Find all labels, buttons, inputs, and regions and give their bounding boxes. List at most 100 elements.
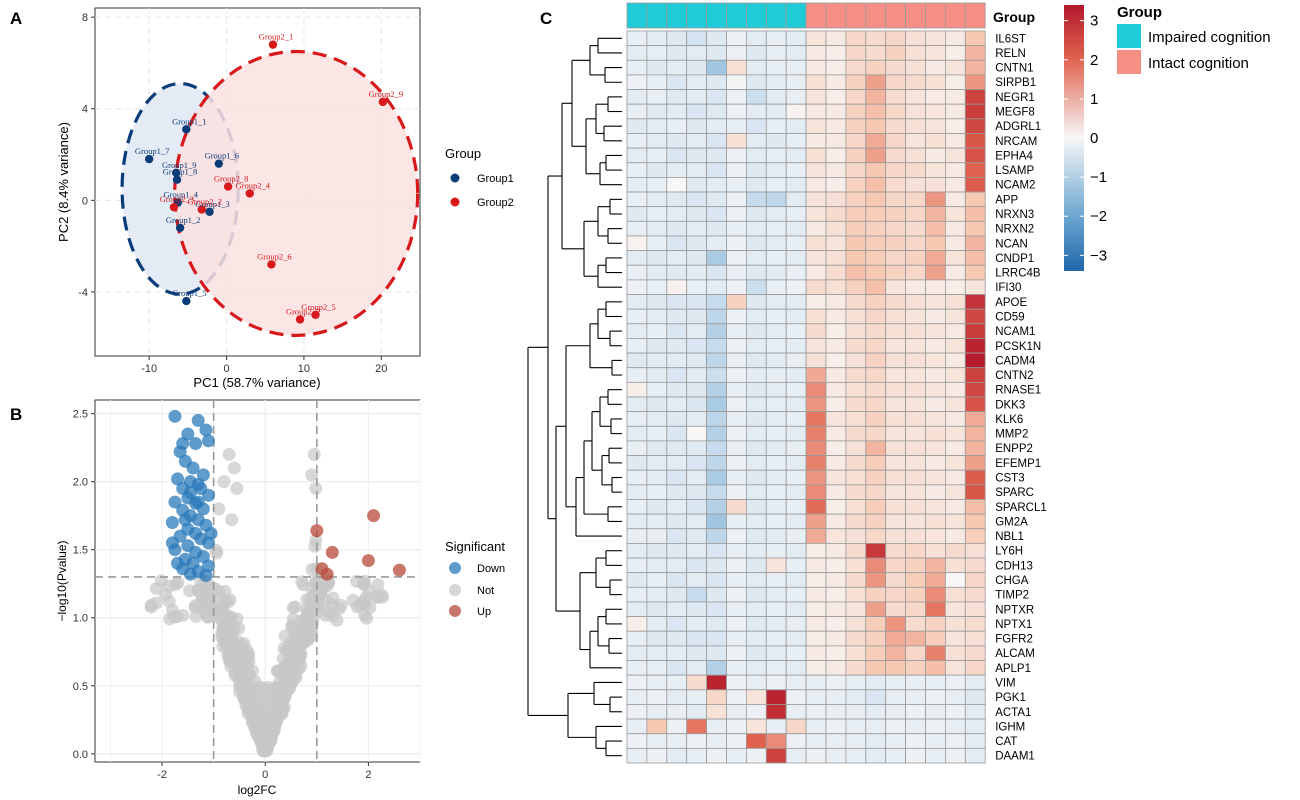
pca-point-group2-8 [223,182,233,191]
heatmap-cell [945,484,966,500]
heatmap-cell [785,616,807,632]
heatmap-cell [825,133,847,149]
heatmap-cell [825,747,847,764]
heatmap-row-label: CAT [995,736,1017,748]
volcano-up-point [392,563,406,577]
heatmap-cell [885,352,907,369]
heatmap-cell [746,586,767,603]
heatmap-cell [666,645,688,661]
heatmap-cell [905,513,926,530]
heatmap-cell [765,162,787,178]
volcano-legend-label-not: Not [477,585,494,597]
heatmap-cell [805,543,827,559]
volcano-not-point [162,594,176,608]
volcano-up-point [325,545,339,559]
heatmap-cell [706,586,727,603]
heatmap-cell [845,59,867,76]
heatmap-cell [805,704,827,720]
heatmap-cell [785,645,807,661]
heatmap-row-label: ADGRL1 [995,121,1041,133]
heatmap-cell [964,367,986,383]
volcano-not-point [288,643,302,657]
heatmap-cell [686,718,708,735]
volcano-x-axis-label: log2FC [238,783,277,797]
heatmap-cell [964,455,986,471]
heatmap-row-label: IGHM [995,721,1025,733]
heatmap-group-cell [666,2,688,29]
heatmap-row-label: CNTN2 [995,370,1033,382]
heatmap-cell [805,557,827,574]
heatmap-cell [945,733,966,749]
heatmap-cell [785,630,807,647]
heatmap-cell [666,396,688,413]
volcano-down-point [196,468,210,482]
heatmap-cell [845,733,867,749]
heatmap-cell [726,147,747,164]
pca-point-label: Group2_2 [188,196,222,206]
heatmap-cell [765,586,787,603]
heatmap-cell [686,425,708,442]
heatmap-cell [785,30,807,47]
heatmap-cell [785,235,807,252]
heatmap-cell [746,572,767,588]
heatmap-group-legend: Group Impaired cognition Intact cognitio… [1117,4,1271,74]
heatmap-cell [785,381,807,398]
heatmap-cell [905,411,926,427]
heatmap-cell [746,543,767,559]
heatmap-cell [925,118,946,134]
heatmap-cell [765,250,787,266]
volcano-axis-ticks: -2 0 2 0.0 0.5 1.0 1.5 2.0 2.5 [73,409,372,781]
heatmap-cell [925,484,946,500]
heatmap-cell [945,338,966,354]
heatmap-cell [925,191,946,208]
heatmap-cell [706,323,727,339]
heatmap-cell [865,572,887,588]
heatmap-row-label: LSAMP [995,165,1034,177]
heatmap-cell [865,235,887,252]
heatmap-cell [905,89,926,105]
heatmap-cell [885,30,907,47]
heatmap-cell [726,660,747,676]
heatmap-cell [925,59,946,76]
heatmap-cell [746,616,767,632]
heatmap-cell [805,513,827,530]
heatmap-cell [746,469,767,486]
heatmap-cell [706,572,727,588]
heatmap-cell [905,704,926,720]
heatmap-cell [686,747,708,764]
heatmap-cell [845,162,867,178]
heatmap-cell [964,176,986,193]
heatmap-cell [646,586,668,603]
heatmap-cell [945,499,966,515]
heatmap-cell [905,30,926,47]
heatmap-cell [666,689,688,705]
heatmap-cell [925,74,946,90]
heatmap-cell [945,250,966,266]
heatmap-cell [746,59,767,76]
heatmap-cell [785,455,807,471]
pca-point-label: Group1_6 [205,151,239,161]
pca-legend-swatch-group2 [450,197,460,207]
pca-x-tick-label: 0 [223,363,229,375]
heatmap-cell [666,191,688,208]
heatmap-cell [964,147,986,164]
heatmap-cell [726,381,747,398]
heatmap-cell [746,308,767,325]
heatmap-cell [865,440,887,456]
heatmap-cell [925,206,946,222]
heatmap-cell [646,367,668,383]
heatmap-cell [726,528,747,544]
heatmap-cell [746,440,767,456]
heatmap-cell [646,660,668,676]
pca-points [144,40,388,324]
heatmap-cell [805,147,827,164]
color-scale-tick-label: 0 [1090,130,1098,147]
heatmap-cell [646,89,668,105]
heatmap-group-cell [706,2,727,29]
heatmap-cell [925,396,946,413]
heatmap-cell [686,30,708,47]
pca-legend-title: Group [445,146,481,161]
heatmap-cell [945,543,966,559]
pca-point-group1-9 [172,168,181,178]
heatmap-cell [885,455,907,471]
